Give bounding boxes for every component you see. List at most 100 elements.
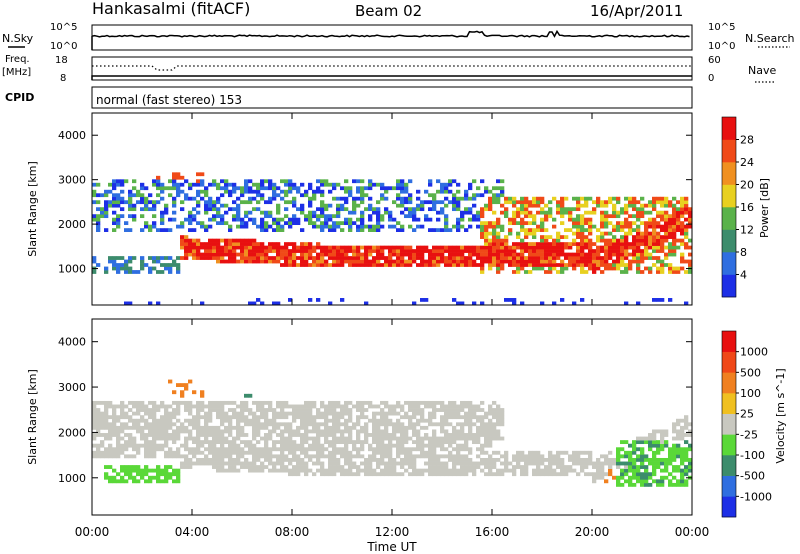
heatmap-cell [112,415,117,420]
heatmap-cell [612,214,617,219]
heatmap-cell [196,418,201,423]
heatmap-cell [664,457,669,462]
heatmap-cell [232,256,237,260]
power-cells [92,172,693,306]
heatmap-cell [284,207,289,212]
heatmap-cell [152,447,157,452]
heatmap-cell [532,472,537,477]
heatmap-cell [444,404,449,409]
heatmap-cell [416,454,421,459]
heatmap-cell [248,422,253,427]
heatmap-cell [364,207,369,212]
heatmap-cell [140,263,145,267]
heatmap-cell [396,443,401,448]
heatmap-cell [388,422,393,427]
heatmap-cell [612,242,617,246]
heatmap-cell [492,235,497,239]
heatmap-cell [152,454,157,459]
heatmap-cell [244,443,249,448]
heatmap-cell [288,242,293,246]
heatmap-cell [484,461,489,466]
heatmap-cell [444,433,449,437]
heatmap-cell [304,440,309,445]
heatmap-cell [448,433,453,437]
heatmap-cell [616,200,621,205]
heatmap-cell [444,411,449,416]
heatmap-cell [492,238,497,243]
heatmap-cell [440,186,445,191]
heatmap-cell [352,203,357,208]
heatmap-cell [440,189,445,194]
heatmap-cell [460,301,465,306]
heatmap-cell [276,411,281,416]
heatmap-cell [100,450,105,455]
heatmap-cell [344,461,349,466]
heatmap-cell [592,475,597,480]
heatmap-cell [168,472,173,477]
heatmap-cell [484,457,489,462]
heatmap-cell [376,252,381,257]
heatmap-cell [524,256,529,260]
heatmap-cell [420,203,425,208]
heatmap-cell [628,450,633,455]
heatmap-cell [496,408,501,412]
heatmap-cell [440,454,445,459]
heatmap-cell [480,245,485,250]
heatmap-cell [376,425,381,430]
heatmap-cell [488,200,493,205]
heatmap-cell [240,242,245,246]
heatmap-cell [292,429,297,434]
heatmap-cell [308,443,313,448]
heatmap-cell [300,228,305,232]
heatmap-cell [200,189,205,194]
heatmap-cell [472,440,477,445]
heatmap-cell [244,252,249,257]
heatmap-cell [448,472,453,477]
heatmap-cell [400,436,405,441]
heatmap-cell [300,404,305,409]
heatmap-cell [664,443,669,448]
heatmap-cell [128,228,133,232]
heatmap-cell [216,196,221,201]
heatmap-cell [568,259,573,264]
heatmap-cell [672,270,677,274]
heatmap-cell [312,454,317,459]
colorbar-segment [722,229,736,253]
heatmap-cell [424,259,429,264]
heatmap-cell [212,443,217,448]
heatmap-cell [348,217,353,222]
heatmap-cell [640,214,645,219]
heatmap-cell [144,425,149,430]
heatmap-cell [196,450,201,455]
heatmap-cell [104,270,109,274]
heatmap-cell [380,193,385,198]
heatmap-cell [468,263,473,267]
y-tick-label: 3000 [58,174,86,187]
heatmap-cell [336,415,341,420]
heatmap-cell [364,400,369,405]
heatmap-cell [636,210,641,215]
heatmap-cell [384,415,389,420]
heatmap-cell [580,238,585,243]
heatmap-cell [312,221,317,226]
heatmap-cell [168,454,173,459]
heatmap-cell [156,228,161,232]
heatmap-cell [564,465,569,469]
heatmap-cell [224,221,229,226]
heatmap-cell [404,468,409,473]
heatmap-cell [552,249,557,253]
heatmap-cell [252,465,257,469]
heatmap-cell [236,259,241,264]
heatmap-cell [180,429,185,434]
heatmap-cell [676,214,681,219]
heatmap-cell [616,263,621,267]
heatmap-cell [376,418,381,423]
heatmap-cell [264,408,269,412]
heatmap-cell [376,450,381,455]
heatmap-cell [368,245,373,250]
heatmap-cell [188,196,193,201]
heatmap-cell [304,472,309,477]
heatmap-cell [364,422,369,427]
heatmap-cell [688,263,693,267]
heatmap-cell [488,256,493,260]
